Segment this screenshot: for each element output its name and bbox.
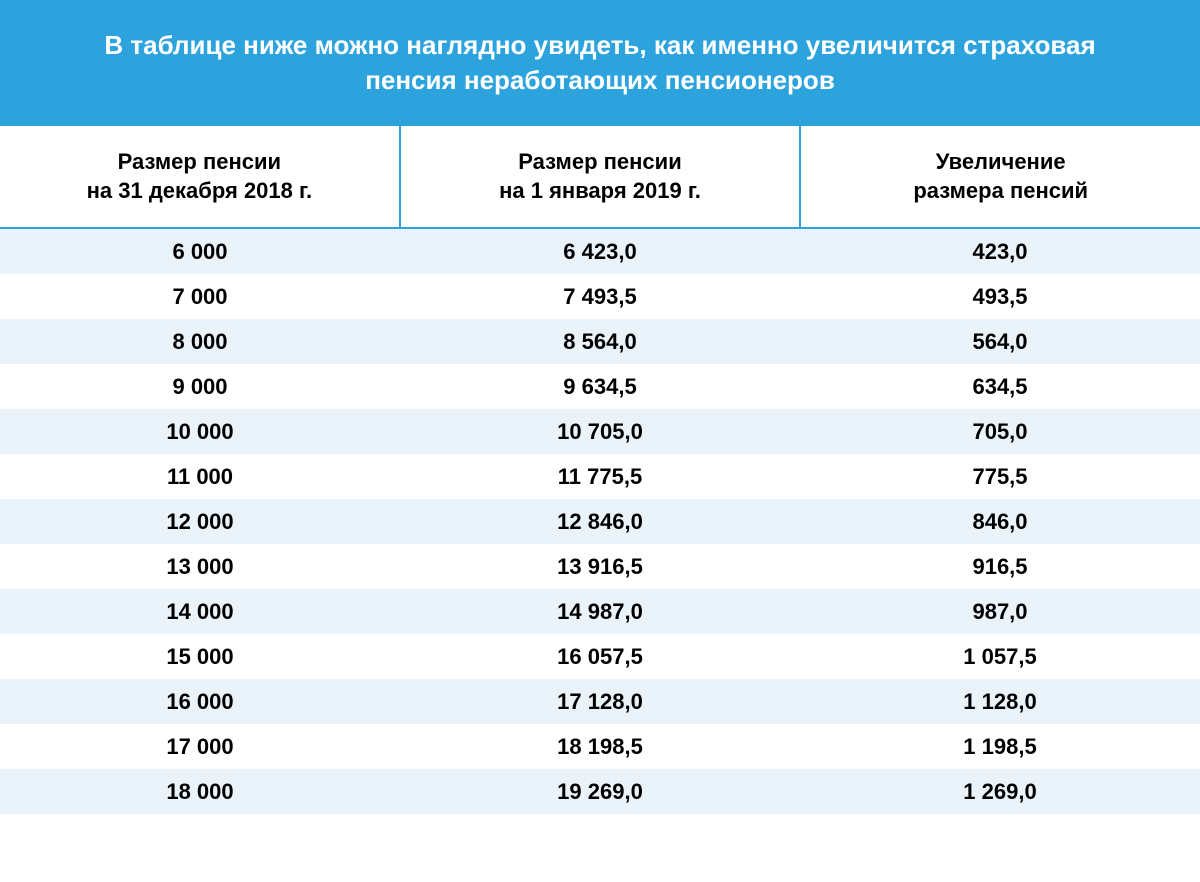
table-cell: 634,5 [800,364,1200,409]
table-cell: 1 198,5 [800,724,1200,769]
table-cell: 10 000 [0,409,400,454]
table-cell: 11 775,5 [400,454,800,499]
table-cell: 916,5 [800,544,1200,589]
table-row: 8 0008 564,0564,0 [0,319,1200,364]
column-header-2: Увеличениеразмера пенсий [801,126,1200,227]
table-cell: 16 000 [0,679,400,724]
table-row: 10 00010 705,0705,0 [0,409,1200,454]
table-cell: 7 000 [0,274,400,319]
table-cell: 15 000 [0,634,400,679]
table-row: 16 00017 128,01 128,0 [0,679,1200,724]
table-cell: 13 916,5 [400,544,800,589]
table-row: 15 00016 057,51 057,5 [0,634,1200,679]
table-cell: 846,0 [800,499,1200,544]
table-row: 18 00019 269,01 269,0 [0,769,1200,814]
table-row: 6 0006 423,0423,0 [0,229,1200,274]
table-row: 14 00014 987,0987,0 [0,589,1200,634]
table-row: 12 00012 846,0846,0 [0,499,1200,544]
table-row: 13 00013 916,5916,5 [0,544,1200,589]
table-body: 6 0006 423,0423,07 0007 493,5493,58 0008… [0,229,1200,814]
pension-table: В таблице ниже можно наглядно увидеть, к… [0,0,1200,814]
table-cell: 14 987,0 [400,589,800,634]
table-cell: 1 057,5 [800,634,1200,679]
table-cell: 6 000 [0,229,400,274]
table-cell: 564,0 [800,319,1200,364]
table-cell: 8 000 [0,319,400,364]
table-row: 17 00018 198,51 198,5 [0,724,1200,769]
table-cell: 6 423,0 [400,229,800,274]
table-cell: 12 846,0 [400,499,800,544]
table-cell: 18 198,5 [400,724,800,769]
table-cell: 12 000 [0,499,400,544]
table-cell: 9 634,5 [400,364,800,409]
table-row: 9 0009 634,5634,5 [0,364,1200,409]
table-cell: 16 057,5 [400,634,800,679]
table-cell: 987,0 [800,589,1200,634]
table-cell: 14 000 [0,589,400,634]
table-cell: 17 128,0 [400,679,800,724]
table-row: 7 0007 493,5493,5 [0,274,1200,319]
table-cell: 423,0 [800,229,1200,274]
table-cell: 19 269,0 [400,769,800,814]
table-cell: 9 000 [0,364,400,409]
table-cell: 7 493,5 [400,274,800,319]
table-cell: 1 269,0 [800,769,1200,814]
table-header-row: Размер пенсиина 31 декабря 2018 г. Разме… [0,126,1200,229]
column-header-1: Размер пенсиина 1 января 2019 г. [401,126,802,227]
table-row: 11 00011 775,5775,5 [0,454,1200,499]
table-cell: 11 000 [0,454,400,499]
column-header-0: Размер пенсиина 31 декабря 2018 г. [0,126,401,227]
table-cell: 493,5 [800,274,1200,319]
table-cell: 17 000 [0,724,400,769]
table-cell: 13 000 [0,544,400,589]
table-cell: 775,5 [800,454,1200,499]
table-cell: 1 128,0 [800,679,1200,724]
table-title: В таблице ниже можно наглядно увидеть, к… [0,0,1200,126]
table-cell: 8 564,0 [400,319,800,364]
table-cell: 705,0 [800,409,1200,454]
table-cell: 18 000 [0,769,400,814]
table-cell: 10 705,0 [400,409,800,454]
